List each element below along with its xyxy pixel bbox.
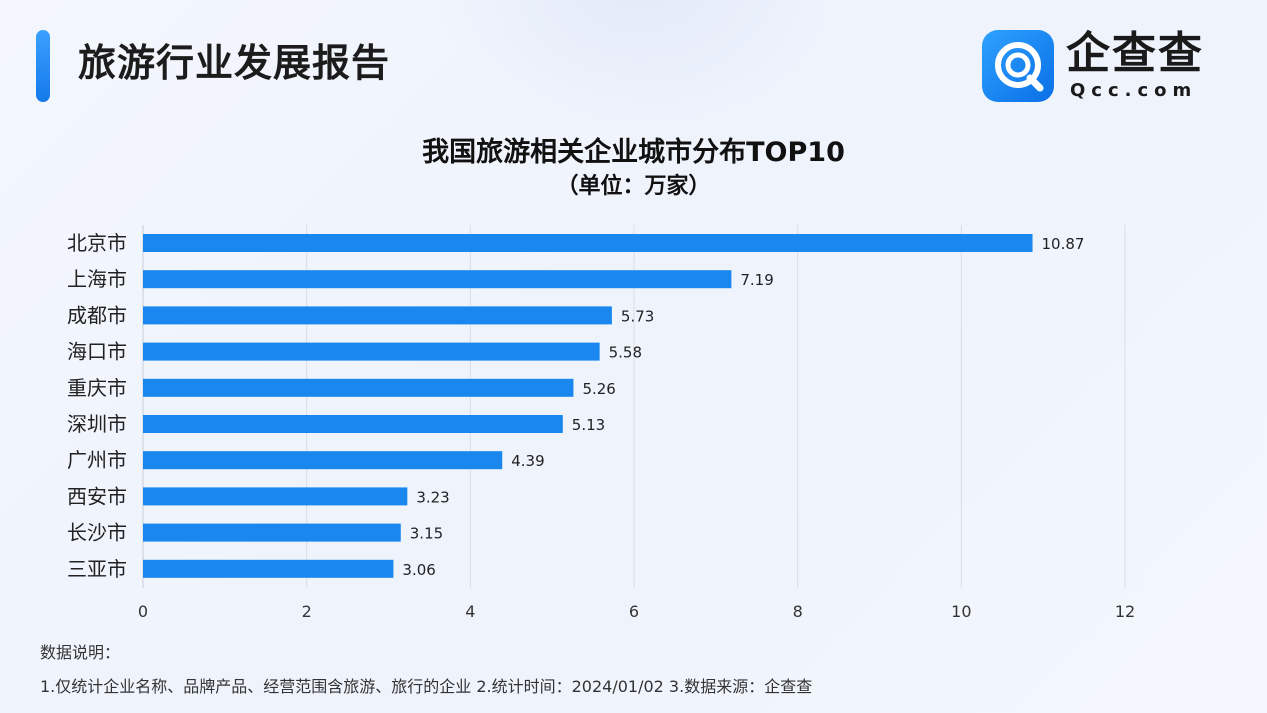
bar	[143, 451, 503, 470]
data-label: 4.39	[511, 452, 544, 470]
category-label: 海口市	[67, 340, 127, 364]
logo-name: 企查查	[1066, 28, 1204, 79]
data-label: 3.06	[402, 561, 435, 579]
x-tick-label: 12	[1115, 602, 1135, 621]
category-label: 成都市	[67, 303, 127, 327]
x-tick-label: 10	[951, 602, 971, 621]
bar	[143, 270, 732, 289]
category-label: 重庆市	[67, 376, 127, 400]
bar	[143, 306, 612, 325]
data-label: 5.13	[572, 416, 605, 434]
category-label: 上海市	[67, 267, 127, 291]
bar	[143, 378, 574, 397]
data-label: 7.19	[740, 271, 773, 289]
category-label: 深圳市	[67, 412, 127, 436]
x-tick-label: 0	[138, 602, 148, 621]
bar	[143, 523, 401, 542]
bar	[143, 234, 1033, 252]
logo-domain: Qcc.com	[1070, 80, 1198, 101]
brand-logo: 企查查 Qcc.com	[982, 28, 1232, 104]
data-label: 3.23	[416, 488, 449, 506]
category-label: 北京市	[67, 231, 127, 255]
page-title: 旅游行业发展报告	[78, 41, 391, 85]
bar	[143, 415, 563, 433]
data-label: 5.73	[621, 307, 654, 325]
data-label: 5.58	[609, 344, 642, 362]
chart-subtitle: （单位：万家）	[556, 174, 711, 199]
title-accent-bar	[36, 30, 50, 102]
x-tick-label: 8	[793, 602, 803, 621]
data-label: 5.26	[582, 380, 615, 398]
data-label: 3.15	[410, 525, 443, 543]
data-label: 10.87	[1042, 235, 1085, 253]
qcc-logo-icon	[982, 30, 1054, 102]
bar	[143, 342, 600, 361]
x-tick-label: 6	[629, 602, 639, 621]
bar	[143, 487, 408, 506]
notes-text: 1.仅统计企业名称、品牌产品、经营范围含旅游、旅行的企业 2.统计时间：2024…	[40, 677, 813, 696]
x-tick-label: 2	[302, 602, 312, 621]
x-tick-label: 4	[465, 602, 475, 621]
category-label: 长沙市	[67, 521, 127, 545]
category-label: 广州市	[67, 448, 127, 472]
notes-heading: 数据说明：	[40, 643, 121, 662]
chart-title: 我国旅游相关企业城市分布TOP10	[422, 137, 845, 168]
category-label: 三亚市	[67, 557, 127, 581]
bar	[143, 559, 394, 578]
category-label: 西安市	[67, 484, 127, 508]
